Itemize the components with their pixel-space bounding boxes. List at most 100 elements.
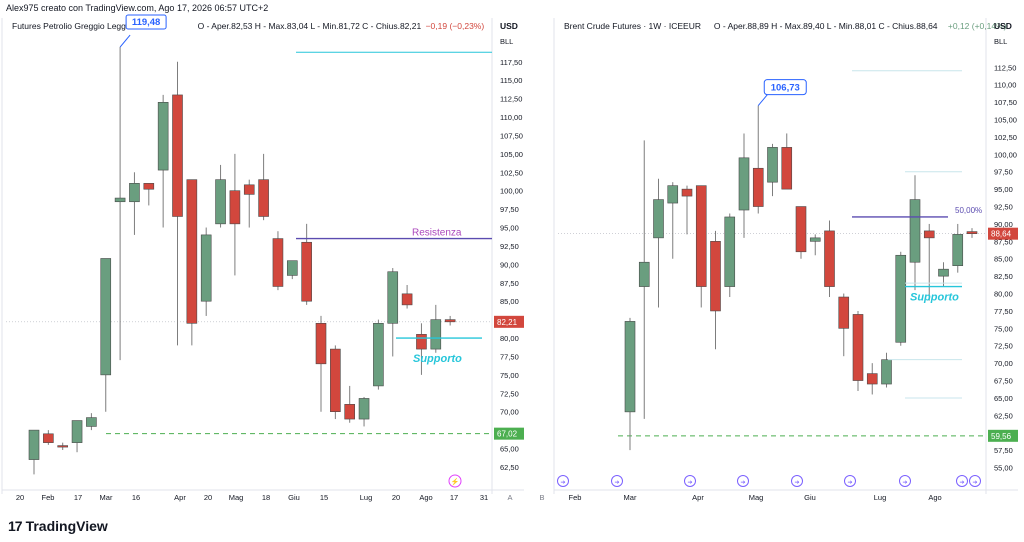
- event-icon-glyph: ➔: [560, 480, 565, 486]
- tradingview-mark-icon: 17: [8, 518, 23, 534]
- candle-body: [387, 271, 399, 324]
- x-tick-label: Giu: [804, 493, 816, 502]
- y-tick-label: 102,50: [500, 168, 523, 177]
- y-tick-label: 97,50: [994, 168, 1013, 177]
- candle-body: [938, 268, 949, 277]
- x-tick-label: 18: [262, 493, 270, 502]
- candle-body: [157, 102, 169, 171]
- support-label: Supporto: [910, 292, 959, 304]
- x-tick-label: Apr: [174, 493, 186, 502]
- candle-body: [866, 373, 878, 385]
- candle-body: [344, 404, 356, 420]
- y-tick-label: 100,00: [500, 187, 523, 196]
- x-tick-label: Feb: [42, 493, 55, 502]
- ohlc-values: O - Aper.88,89 H - Max.89,40 L - Min.88,…: [714, 21, 938, 31]
- last-price-value: 88,64: [991, 230, 1012, 239]
- currency-label: USD: [994, 21, 1012, 31]
- candle-body: [272, 238, 284, 287]
- y-tick-label: 92,50: [500, 242, 519, 251]
- tradingview-logo-text: TradingView: [25, 518, 108, 534]
- candle-body: [444, 319, 456, 323]
- y-tick-label: 100,00: [994, 150, 1017, 159]
- y-tick-label: 82,50: [994, 272, 1013, 281]
- last-price-value: 82,21: [497, 318, 518, 327]
- x-tick-label: 20: [204, 493, 212, 502]
- candle-body: [114, 197, 126, 203]
- y-tick-label: 65,00: [500, 445, 519, 454]
- candle-body: [200, 234, 212, 302]
- attribution-text: Alex975 creato con TradingView.com, Ago …: [6, 3, 269, 13]
- fib-label: 50,00%: [955, 206, 982, 215]
- event-icon: [557, 475, 569, 487]
- candle-body: [401, 293, 413, 306]
- panel-button-b: B: [539, 493, 544, 502]
- candle-body: [881, 359, 892, 385]
- event-icon: [969, 475, 981, 487]
- candle-body: [100, 258, 112, 376]
- x-tick-label: Ago: [928, 493, 941, 502]
- event-icon-glyph: ➔: [740, 480, 745, 486]
- peak-callout-line: [119, 34, 131, 48]
- dashed-level-value: 67,02: [497, 430, 518, 439]
- candle-body: [416, 334, 427, 350]
- candle-body: [809, 237, 821, 242]
- candle-body: [638, 261, 650, 287]
- y-tick-label: 107,50: [500, 131, 523, 140]
- y-tick-label: 85,00: [500, 297, 519, 306]
- peak-callout-value: 119,48: [132, 17, 161, 28]
- y-tick-label: 110,00: [994, 81, 1016, 90]
- x-tick-label: Lug: [874, 493, 887, 502]
- event-icon-glyph: ➔: [902, 480, 907, 486]
- peak-callout-box: [125, 14, 167, 30]
- x-tick-label: Giu: [288, 493, 300, 502]
- unit-label: BLL: [500, 37, 513, 46]
- y-tick-label: 57,50: [994, 446, 1013, 455]
- x-tick-label: 15: [320, 493, 328, 502]
- candle-body: [301, 241, 312, 302]
- candle-body: [909, 199, 921, 263]
- support-label: Supporto: [413, 353, 462, 365]
- candle-body: [186, 179, 198, 324]
- candle-body: [966, 231, 978, 234]
- chart-panel-1: Futures Petrolio Greggio Leggero O - Aper…: [1, 14, 545, 502]
- candle-body: [358, 398, 370, 420]
- y-tick-label: 90,00: [994, 220, 1013, 229]
- x-tick-label: Mar: [624, 493, 637, 502]
- y-tick-label: 80,00: [994, 290, 1013, 299]
- candle-body: [852, 314, 864, 381]
- candle-body: [258, 179, 269, 217]
- event-icon: [899, 475, 911, 487]
- x-tick-label: Mag: [749, 493, 764, 502]
- event-icon: [737, 475, 749, 487]
- event-icon-glyph: ➔: [614, 480, 619, 486]
- x-tick-label: 17: [74, 493, 82, 502]
- y-tick-label: 95,00: [994, 185, 1013, 194]
- candle-body: [795, 206, 807, 253]
- candle-body: [710, 241, 721, 312]
- event-icon: [611, 475, 623, 487]
- y-tick-label: 77,50: [994, 307, 1013, 316]
- candle-body: [229, 190, 241, 225]
- candle-body: [43, 433, 54, 443]
- x-tick-label: 17: [450, 493, 458, 502]
- y-tick-label: 72,50: [500, 389, 519, 398]
- event-icon: [684, 475, 696, 487]
- last-price-tag: [494, 315, 524, 328]
- dashed-level-value: 59,56: [991, 432, 1012, 441]
- y-tick-label: 97,50: [500, 205, 519, 214]
- event-icon-glyph: ➔: [959, 480, 964, 486]
- candle-body: [315, 322, 327, 365]
- y-tick-label: 67,50: [994, 377, 1013, 386]
- tradingview-logo[interactable]: 17 TradingView: [8, 518, 108, 534]
- chart-title: Futures Petrolio Greggio Leggero: [12, 21, 138, 31]
- ohlc-change: +0,12 (+0,14%): [948, 21, 1007, 31]
- candle-body: [738, 157, 750, 211]
- y-tick-label: 102,50: [994, 133, 1017, 142]
- unit-label: BLL: [994, 37, 1007, 46]
- y-tick-label: 55,00: [994, 464, 1013, 473]
- chart-panel-2: Brent Crude Futures · 1W · ICEEUR O - Ape…: [553, 18, 1018, 502]
- candle-body: [373, 322, 384, 387]
- y-tick-label: 80,00: [500, 334, 519, 343]
- candle-body: [243, 184, 255, 195]
